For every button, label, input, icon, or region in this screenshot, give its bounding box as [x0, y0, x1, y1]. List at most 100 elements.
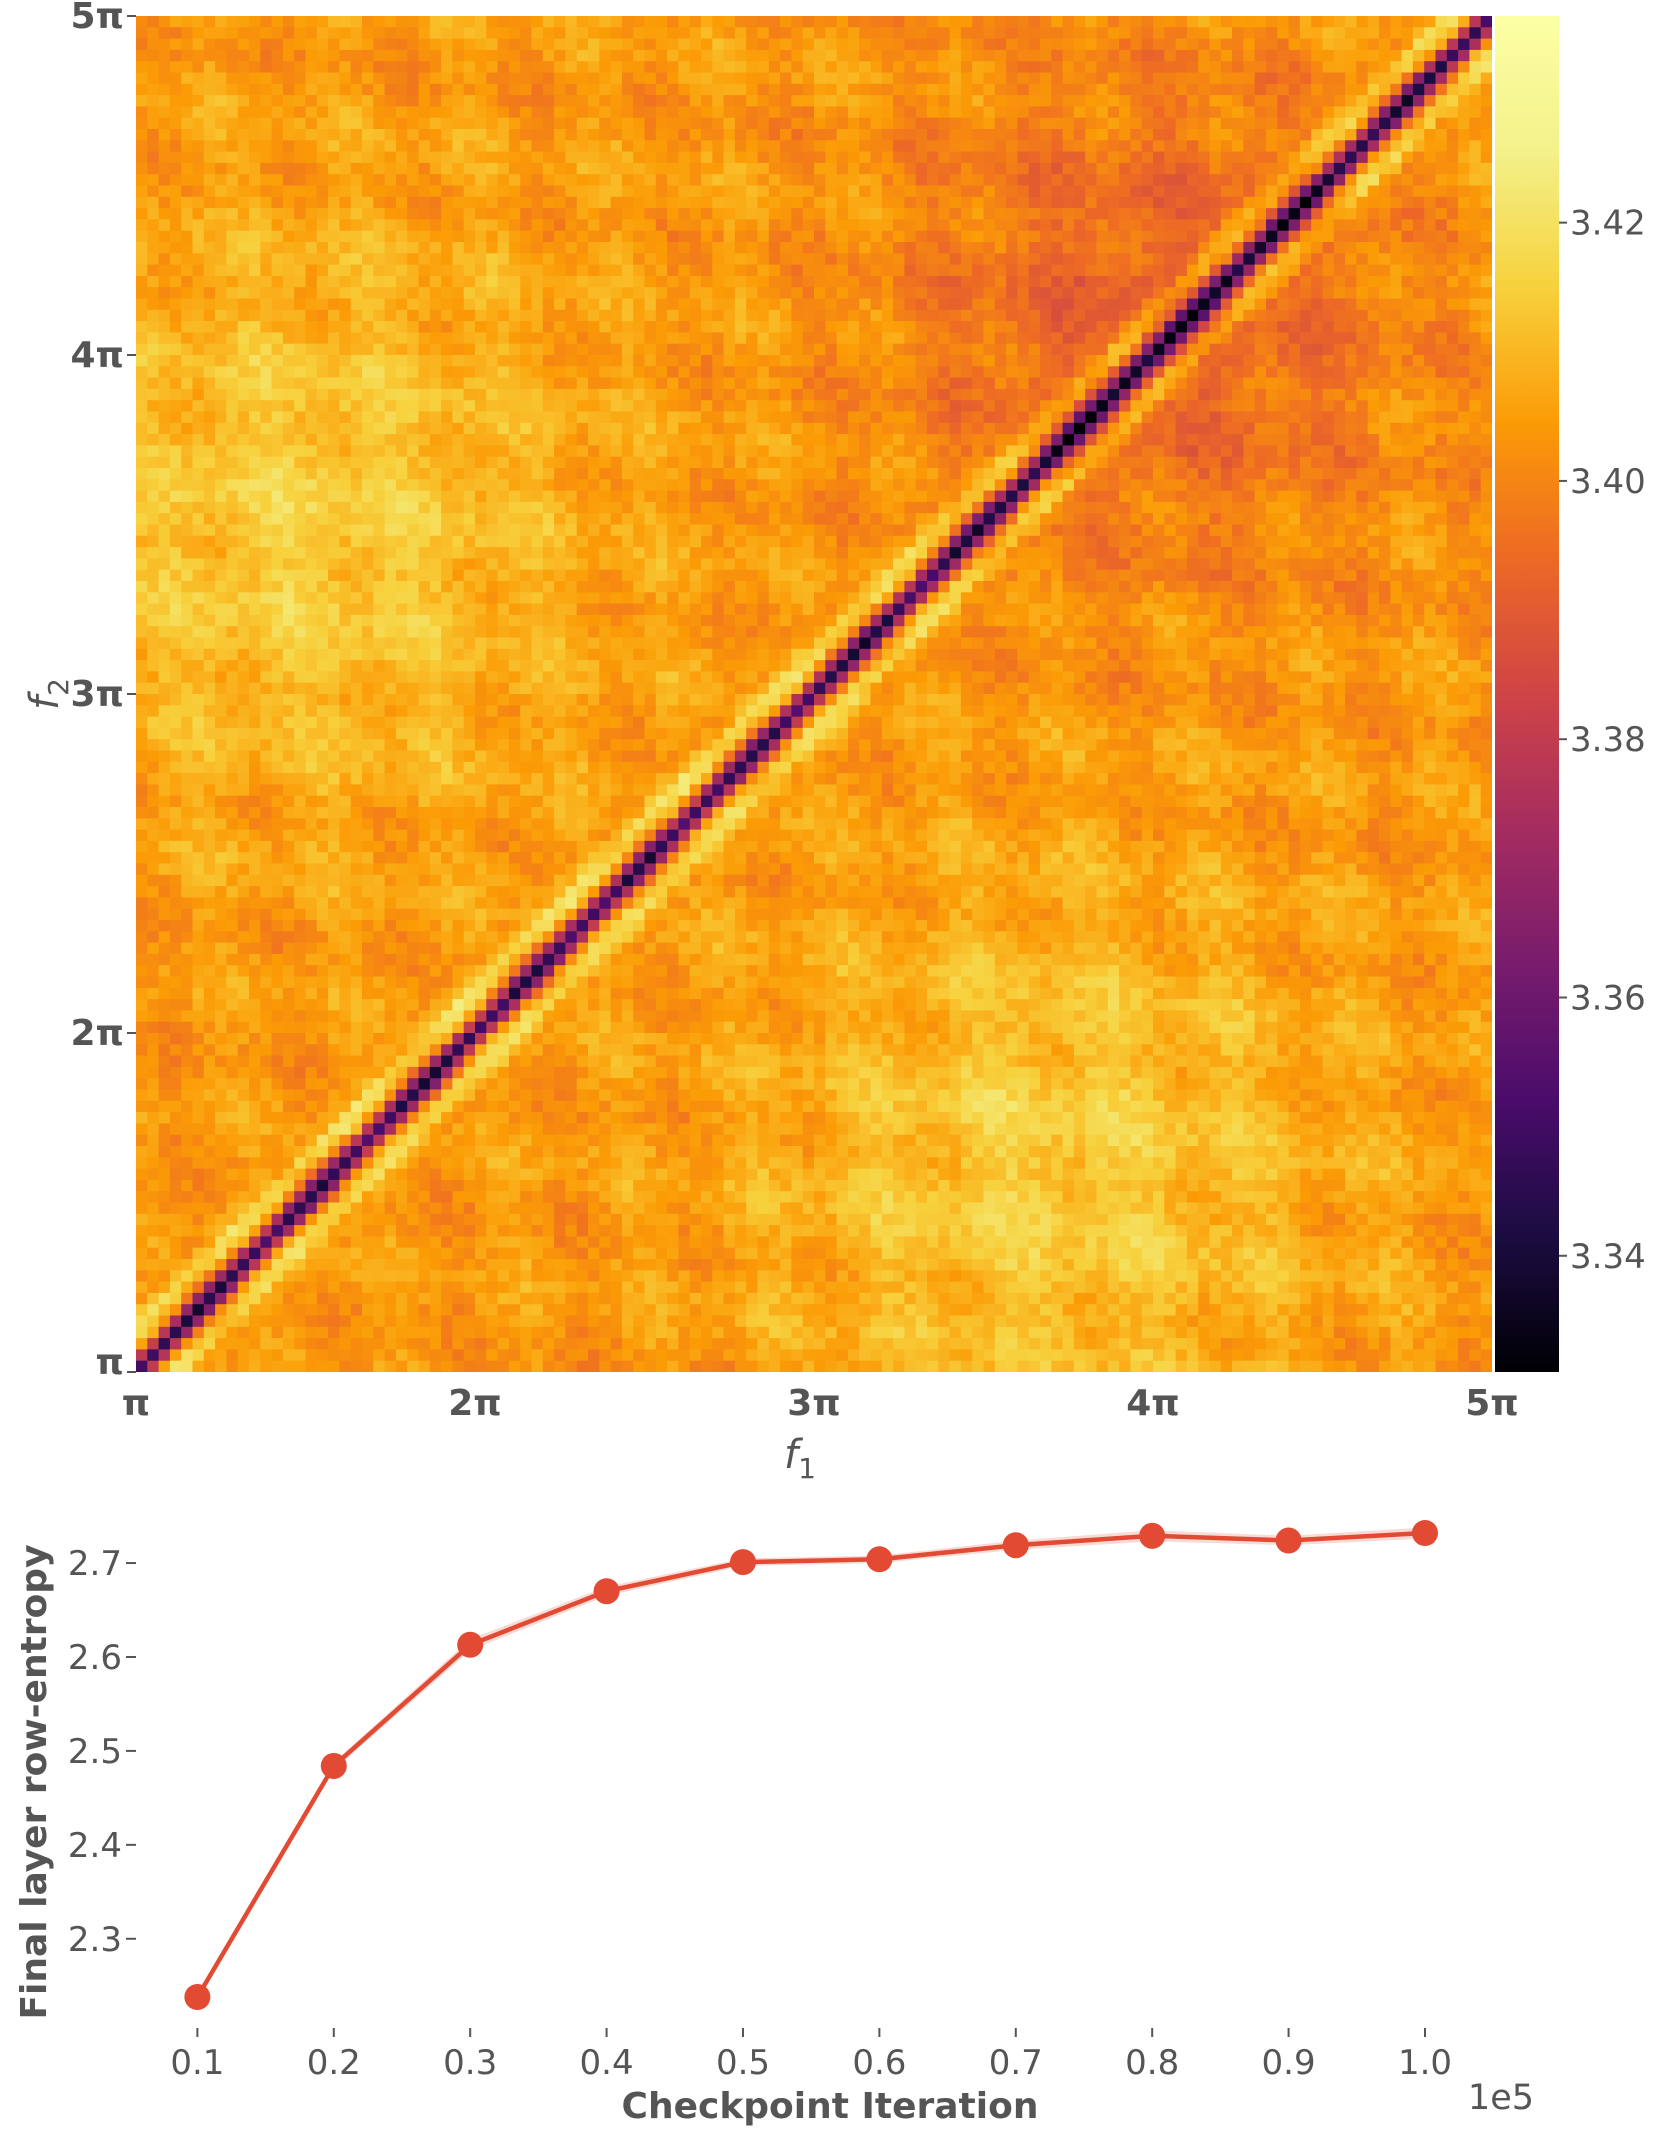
heatmap-cell: [1175, 422, 1188, 435]
heatmap-cell: [554, 27, 566, 40]
heatmap-cell: [497, 400, 510, 413]
heatmap-cell: [870, 445, 883, 458]
heatmap-cell: [384, 343, 397, 356]
heatmap-cell: [1006, 117, 1018, 130]
heatmap-cell: [271, 106, 284, 119]
heatmap-cell: [1028, 151, 1041, 164]
heatmap-cell: [791, 479, 804, 492]
heatmap-cell: [610, 287, 623, 300]
heatmap-cell: [339, 72, 352, 85]
heatmap-cell: [949, 242, 962, 254]
heatmap-cell: [226, 38, 239, 51]
heatmap-cell: [1096, 445, 1109, 458]
heatmap-cell: [1480, 61, 1492, 74]
heatmap-cell: [429, 196, 442, 209]
heatmap-cell: [215, 309, 227, 322]
heatmap-cell: [215, 287, 227, 300]
heatmap-cell: [215, 38, 227, 51]
heatmap-cell: [893, 106, 905, 119]
heatmap-cell: [271, 332, 284, 345]
heatmap-cell: [136, 343, 148, 356]
heatmap-cell: [508, 479, 521, 492]
heatmap-cell: [520, 422, 533, 435]
heatmap-cell: [701, 95, 713, 107]
heatmap-cell: [362, 309, 374, 322]
heatmap-cell: [780, 309, 792, 322]
heatmap-cell: [1232, 27, 1244, 40]
heatmap-cell: [508, 253, 521, 266]
heatmap-cell: [328, 355, 340, 367]
heatmap-cell: [1299, 83, 1312, 96]
heatmap-cell: [271, 264, 284, 277]
heatmap-cell: [881, 140, 894, 153]
heatmap-cell: [757, 468, 770, 480]
heatmap-cell: [1006, 456, 1018, 469]
heatmap-cell: [452, 27, 465, 40]
heatmap-cell: [689, 72, 702, 85]
heatmap-cell: [1028, 411, 1041, 424]
heatmap-cell: [701, 174, 713, 187]
heatmap-cell: [1028, 445, 1041, 458]
heatmap-cell: [554, 95, 566, 107]
heatmap-cell: [1119, 219, 1131, 232]
heatmap-cell: [1164, 117, 1177, 130]
heatmap-cell: [282, 230, 295, 243]
heatmap-cell: [734, 208, 747, 220]
heatmap-cell: [1017, 174, 1030, 187]
heatmap-cell: [1390, 321, 1403, 333]
heatmap-cell: [1299, 298, 1312, 311]
heatmap-cell: [429, 49, 442, 62]
heatmap-cell: [1096, 298, 1109, 311]
heatmap-cell: [362, 208, 374, 220]
heatmap-cell: [1379, 162, 1391, 175]
heatmap-cell: [1390, 174, 1403, 187]
heatmap-cell: [802, 264, 815, 277]
heatmap-cell: [407, 151, 420, 164]
heatmap-cell: [1333, 388, 1346, 401]
heatmap-cell: [1412, 445, 1425, 458]
heatmap-cell: [520, 208, 533, 220]
heatmap-cell: [678, 95, 691, 107]
heatmap-cell: [531, 479, 544, 492]
heatmap-cell: [1096, 27, 1109, 40]
heatmap-cell: [1153, 264, 1165, 277]
heatmap-cell: [1412, 27, 1425, 40]
heatmap-cell: [723, 321, 736, 333]
heatmap-cell: [757, 72, 770, 85]
heatmap-cell: [169, 106, 182, 119]
heatmap-cell: [949, 83, 962, 96]
heatmap-cell: [881, 332, 894, 345]
heatmap-cell: [1299, 140, 1312, 153]
heatmap-cell: [1096, 242, 1109, 254]
heatmap-cell: [237, 61, 250, 74]
heatmap-cell: [192, 242, 205, 254]
heatmap-cell: [1277, 275, 1290, 288]
heatmap-cell: [1141, 38, 1154, 51]
heatmap-cell: [1333, 468, 1346, 480]
heatmap-cell: [768, 253, 781, 266]
heatmap-cell: [1175, 208, 1188, 220]
heatmap-cell: [271, 275, 284, 288]
heatmap-cell: [542, 309, 555, 322]
heatmap-cell: [893, 83, 905, 96]
heatmap-cell: [1209, 456, 1222, 469]
heatmap-cell: [1017, 16, 1030, 28]
heatmap-cell: [1051, 117, 1064, 130]
heatmap-cell: [215, 355, 227, 367]
heatmap-cell: [599, 162, 612, 175]
heatmap-cell: [746, 287, 759, 300]
heatmap-cell: [463, 456, 476, 469]
heatmap-cell: [1220, 106, 1233, 119]
heatmap-cell: [960, 400, 973, 413]
heatmap-cell: [407, 275, 420, 288]
heatmap-cell: [768, 106, 781, 119]
heatmap-cell: [881, 162, 894, 175]
heatmap-cell: [610, 162, 623, 175]
heatmap-cell: [1333, 275, 1346, 288]
heatmap-cell: [780, 355, 792, 367]
heatmap-cell: [260, 479, 273, 492]
heatmap-cell: [1367, 49, 1380, 62]
heatmap-cell: [734, 185, 747, 198]
heatmap-cell: [701, 242, 713, 254]
